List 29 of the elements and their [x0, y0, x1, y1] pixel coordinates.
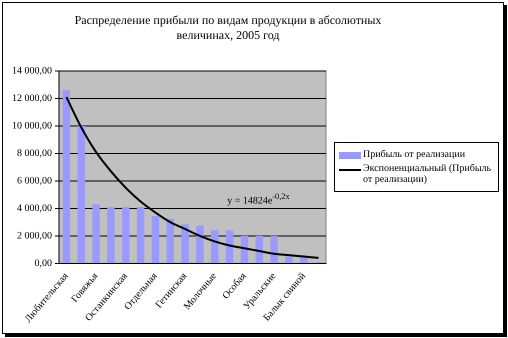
y-tick-label: 2 000,00: [17, 230, 52, 242]
y-tick-label: 6 000,00: [17, 176, 52, 187]
legend-label: Экспоненциальный (Прибыль от реализации): [363, 163, 492, 186]
bar: [196, 226, 204, 263]
bar: [240, 236, 248, 263]
bar: [122, 207, 130, 263]
bar: [78, 126, 85, 263]
bar: [136, 207, 144, 263]
bar: [92, 204, 100, 263]
y-tick-label: 0,00: [34, 258, 52, 270]
y-tick-label: 4 000,00: [17, 203, 52, 214]
bar: [62, 90, 70, 263]
bar: [300, 257, 308, 263]
bar: [107, 207, 115, 263]
bar: [152, 216, 160, 263]
annotation: y = 14824e$^{-0,2x}$: [227, 192, 290, 206]
bar: [166, 218, 174, 263]
y-tick-label: 12 000,00: [12, 93, 52, 104]
y-tick-label: 8 000,00: [17, 148, 52, 160]
bar: [285, 256, 293, 263]
bar: [270, 236, 278, 263]
chart-title: Распределение прибыли по видам продукции в абсолютных величинах, 2005 год: [74, 13, 382, 43]
bar: [226, 230, 234, 263]
bar: [181, 224, 189, 263]
bar: [211, 230, 218, 263]
bar: [256, 236, 263, 263]
y-tick-label: 14 000,00: [12, 66, 52, 77]
y-tick-label: 10 000,00: [12, 120, 52, 132]
legend-label: Прибыль от реализации: [363, 149, 466, 160]
